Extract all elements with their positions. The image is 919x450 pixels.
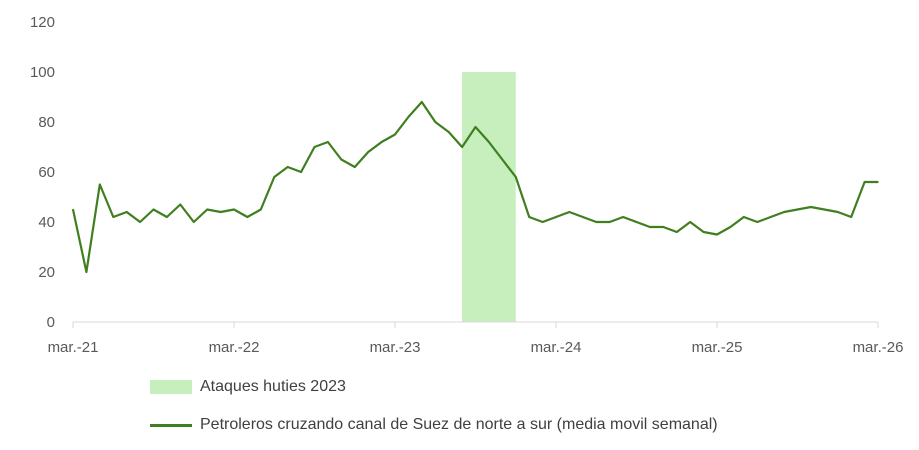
legend-label-series: Petroleros cruzando canal de Suez de nor… [200,416,718,433]
x-tick-label: mar.-23 [370,339,421,356]
data-point [246,216,249,218]
data-point [608,221,611,223]
data-point [353,166,356,168]
legend-swatch-shaded-region [150,380,192,394]
shaded-region [462,72,516,322]
y-tick-label: 100 [30,64,55,81]
data-point [327,141,329,143]
data-point [729,226,732,228]
data-point [850,216,852,218]
data-point [488,141,490,143]
data-point [434,121,437,123]
y-tick-label: 40 [38,214,55,231]
data-point [622,216,624,218]
data-point [595,221,598,223]
data-point [823,208,826,211]
legend-swatch-series [150,423,192,427]
data-point [380,141,383,143]
x-tick-label: mar.-24 [531,339,582,356]
data-point [836,211,839,213]
data-point [206,208,208,211]
data-point [139,221,141,223]
data-point [219,211,222,213]
data-point [112,216,115,218]
data-point [555,216,557,218]
series-layer [71,100,879,274]
x-tick-label: mar.-22 [209,339,260,356]
data-point [166,216,168,218]
data-point [394,133,396,136]
x-axis: mar.-21 mar.-22 mar.-23 mar.-24 mar.-25 mar.-… [48,321,904,356]
y-tick-label: 80 [38,114,55,131]
data-point [568,211,571,213]
data-point [541,221,544,223]
data-point [286,166,289,168]
data-point [179,203,182,206]
data-point [340,158,343,161]
y-tick-label: 0 [47,314,55,331]
shaded-region-layer [462,72,516,322]
data-point [447,131,450,133]
data-point [796,208,799,211]
x-tick-label: mar.-26 [853,339,904,356]
legend-item-series: Petroleros cruzando canal de Suez de nor… [150,412,850,438]
data-point [810,206,812,208]
y-tick-label: 60 [38,164,55,181]
data-point [421,101,423,103]
legend-label-shaded-region: Ataques huties 2023 [200,378,346,395]
data-point [689,221,691,223]
data-point [514,176,517,178]
y-axis: 0 20 40 60 80 100 120 [30,14,55,331]
data-point [152,208,155,211]
data-point [769,216,772,218]
data-point [877,181,879,183]
data-point [501,158,504,161]
data-point [85,271,88,273]
data-point [313,146,316,148]
data-point [649,226,651,228]
data-point [367,151,369,153]
data-point [635,221,638,223]
y-tick-label: 120 [30,14,55,31]
data-point [783,211,785,213]
data-point [474,126,477,128]
data-point [716,233,718,236]
data-point [407,116,410,118]
data-point [743,216,745,218]
data-point [192,221,195,223]
data-point [582,216,584,218]
data-point [233,208,235,211]
data-point [300,171,302,173]
data-point [260,208,262,211]
data-point [702,231,705,233]
y-tick-label: 20 [38,264,55,281]
data-point [273,176,276,178]
data-point [675,231,678,233]
data-point [125,211,128,213]
data-point [863,181,866,183]
x-tick-label: mar.-21 [48,339,99,356]
data-point [72,208,74,211]
data-point [756,221,759,223]
data-point [662,226,665,228]
legend-item-shaded-region: Ataques huties 2023 [150,374,850,400]
data-point [528,216,530,218]
x-tick-label: mar.-25 [692,339,743,356]
legend: Ataques huties 2023 Petroleros cruzando … [150,374,850,450]
data-point [99,183,101,186]
data-point [461,146,463,148]
